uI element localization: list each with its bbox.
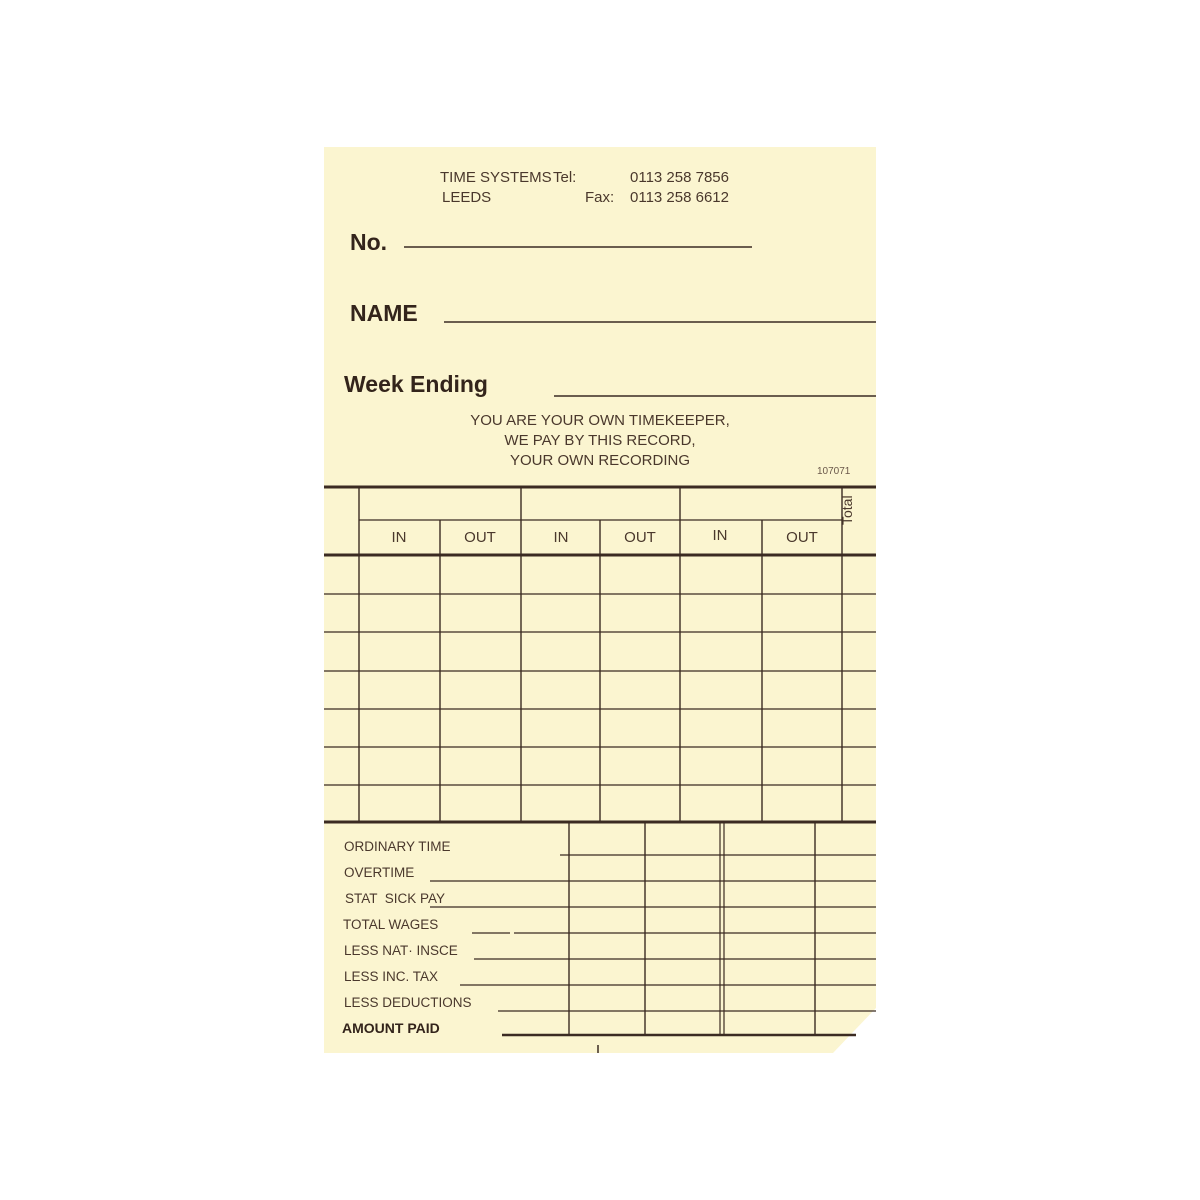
- motto-line-1: YOU ARE YOUR OWN TIMEKEEPER,: [470, 412, 730, 429]
- pay-row-label: STAT SICK PAY: [345, 891, 446, 906]
- form-code: 107071: [817, 466, 851, 477]
- card-grid-lines: [324, 147, 876, 1053]
- column-header-in: IN: [553, 529, 569, 546]
- column-header-out: OUT: [464, 529, 496, 546]
- company-city: LEEDS: [442, 189, 492, 206]
- tel-label: Tel:: [553, 169, 577, 186]
- column-header-out: OUT: [786, 529, 818, 546]
- fax-label: Fax:: [585, 189, 615, 206]
- name-label: NAME: [350, 300, 418, 326]
- column-header-in: IN: [712, 527, 728, 544]
- pay-row-label: LESS INC. TAX: [344, 969, 439, 984]
- column-header-out: OUT: [624, 529, 656, 546]
- fax-number: 0113 258 6612: [630, 189, 729, 206]
- motto-line-2: WE PAY BY THIS RECORD,: [504, 432, 696, 449]
- pay-row-label: OVERTIME: [344, 865, 415, 880]
- pay-row-label: ORDINARY TIME: [344, 839, 451, 854]
- pay-row-label: LESS NAT· INSCE: [344, 943, 458, 958]
- tel-number: 0113 258 7856: [630, 169, 729, 186]
- motto-line-3: YOUR OWN RECORDING: [510, 452, 690, 469]
- company-name: TIME SYSTEMS: [440, 169, 552, 186]
- time-card: TIME SYSTEMS Tel: 0113 258 7856 LEEDS Fa…: [324, 147, 876, 1053]
- pay-row-label: TOTAL WAGES: [343, 917, 439, 932]
- amount-paid-label: AMOUNT PAID: [342, 1020, 440, 1036]
- number-label: No.: [350, 229, 388, 255]
- week-ending-label: Week Ending: [344, 371, 488, 397]
- pay-row-label: LESS DEDUCTIONS: [344, 995, 472, 1010]
- column-header-in: IN: [391, 529, 407, 546]
- column-header-total: Total: [839, 495, 855, 525]
